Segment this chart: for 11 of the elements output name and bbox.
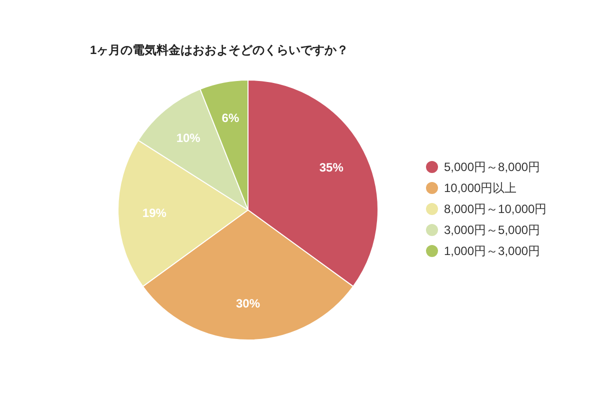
data-label: 10% <box>176 130 201 145</box>
data-label: 35% <box>319 160 344 175</box>
legend-label: 5,000円～8,000円 <box>444 160 540 174</box>
data-label: 19% <box>142 206 167 220</box>
legend-label: 10,000円以上 <box>444 181 517 195</box>
chart-title: 1ヶ月の電気料金はおおよそどのくらいですか？ <box>90 43 349 57</box>
data-label: 30% <box>236 296 260 311</box>
legend-label: 8,000円～10,000円 <box>444 202 547 216</box>
data-label: 6% <box>222 111 240 126</box>
legend-label: 3,000円～5,000円 <box>444 223 540 237</box>
legend-label: 1,000円～3,000円 <box>444 244 540 258</box>
